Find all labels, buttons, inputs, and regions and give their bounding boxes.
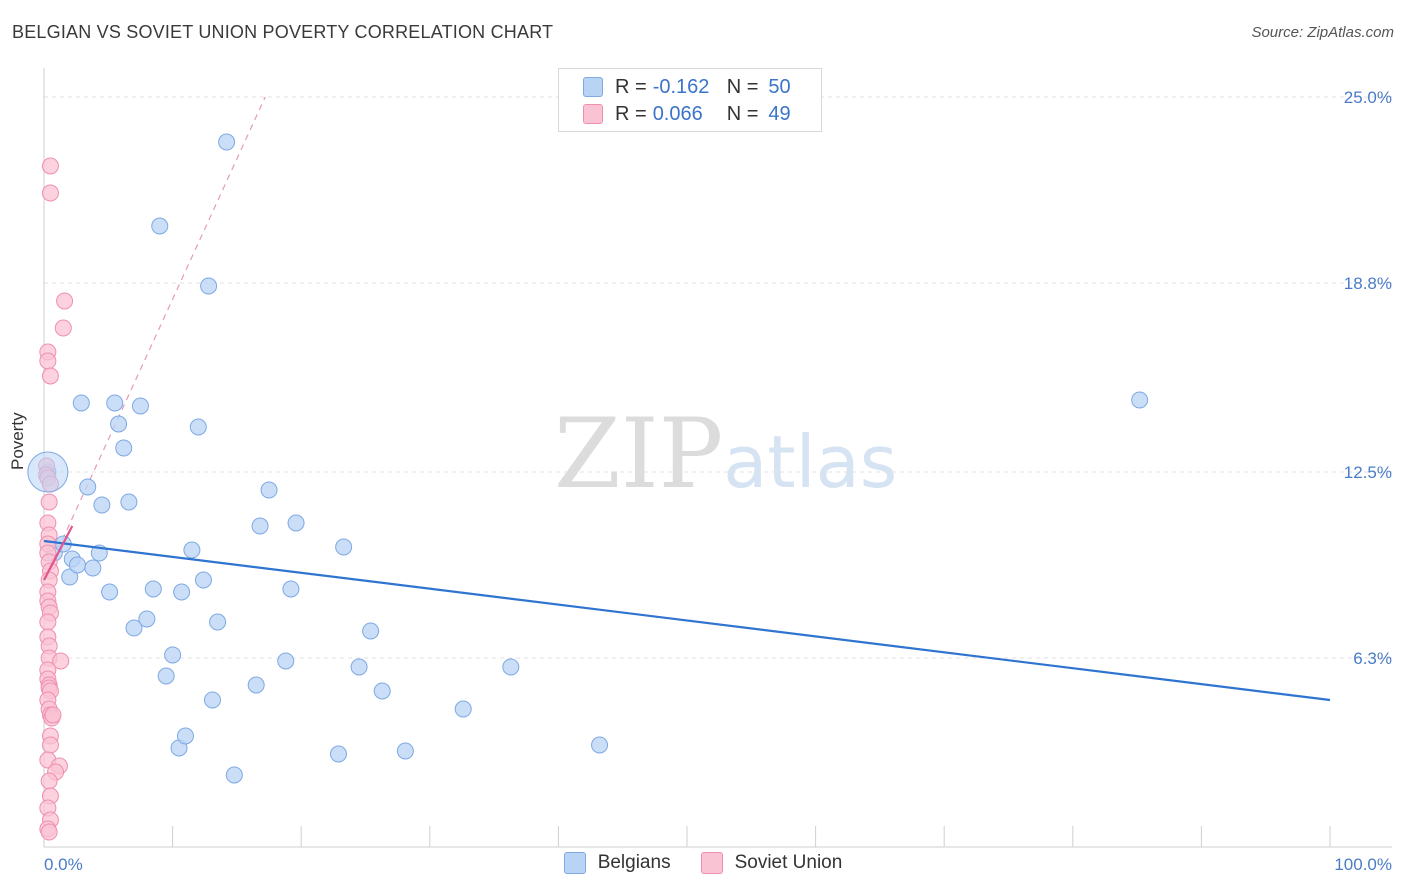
point-belgians [101,583,119,601]
point-belgians [144,580,162,598]
source-label: Source: ZipAtlas.com [1251,24,1394,41]
point-belgians [61,568,79,586]
point-belgians [189,418,207,436]
point-soviet-union [52,652,70,670]
point-belgians [115,439,133,457]
point-belgians [106,394,124,412]
legend-swatch-belgians [583,77,603,97]
point-belgians [335,538,353,556]
point-belgians [1131,391,1149,409]
point-belgians [125,619,143,637]
series-label-soviet-union: Soviet Union [734,852,843,873]
point-soviet-union [41,184,59,202]
point-belgians [209,613,227,631]
point-belgians [72,394,90,412]
point-soviet-union [41,736,59,754]
point-belgians [225,766,243,784]
legend-n-label: N = [726,75,759,98]
point-belgians [329,745,347,763]
series-swatch-soviet-union [700,852,723,874]
point-belgians [176,727,194,745]
y-tick-label: 18.8% [1344,274,1392,293]
point-belgians [157,667,175,685]
y-tick-label: 25.0% [1344,88,1392,107]
point-soviet-union [40,493,58,511]
x-tick-label-max: 100.0% [1334,855,1392,874]
legend-r-value: -0.162 [652,75,710,98]
point-belgians-large [27,451,69,493]
point-belgians [110,415,128,433]
legend-n-value: 49 [768,102,791,125]
point-belgians [251,517,269,535]
y-tick-label: 12.5% [1344,463,1392,482]
trend-line-belgians [43,539,1331,702]
chart-title: BELGIAN VS SOVIET UNION POVERTY CORRELAT… [12,22,554,42]
trend-line-soviet-union [43,525,74,581]
point-belgians [247,676,265,694]
watermark: ZIPatlas [554,398,897,510]
x-tick-label-min: 0.0% [44,855,83,874]
point-soviet-union [40,823,58,841]
point-belgians [277,652,295,670]
point-belgians [151,217,169,235]
point-belgians [93,496,111,514]
point-belgians [164,646,182,664]
series-legend: Belgians Soviet Union [0,852,1406,874]
point-belgians [396,742,414,760]
point-soviet-union [44,706,62,724]
point-belgians [282,580,300,598]
point-belgians [373,682,391,700]
point-belgians [173,583,191,601]
point-belgians [120,493,138,511]
point-belgians [203,691,221,709]
legend-swatch-soviet-union [583,104,603,124]
point-soviet-union [39,352,57,370]
series-legend-belgians: Belgians [563,852,671,874]
point-soviet-union [39,613,57,631]
legend-r-label: R = [615,75,647,98]
point-belgians [138,610,156,628]
legend-r-value: 0.066 [652,102,703,125]
legend: R = -0.162 N = 50 R = 0.066 N = 49 [558,68,822,132]
y-tick-label: 6.3% [1353,649,1392,668]
point-belgians [218,133,236,151]
point-soviet-union [40,772,58,790]
point-belgians [362,622,380,640]
point-belgians [502,658,520,676]
point-belgians [84,559,102,577]
point-belgians [68,556,86,574]
series-swatch-belgians [563,852,586,874]
watermark-zip: ZIP [554,398,724,510]
point-belgians [454,700,472,718]
point-belgians [131,397,149,415]
point-soviet-union [41,367,59,385]
point-belgians [194,571,212,589]
legend-n-value: 50 [768,75,791,98]
point-belgians [200,277,218,295]
legend-r-label: R = [615,102,647,125]
trend-extension-soviet-union [43,96,266,581]
point-belgians [183,541,201,559]
watermark-atlas: atlas [723,420,898,504]
point-belgians [350,658,368,676]
point-belgians [79,478,97,496]
point-belgians [287,514,305,532]
legend-n-label: N = [726,102,759,125]
point-belgians [591,736,609,754]
series-label-belgians: Belgians [597,852,671,873]
point-soviet-union [41,157,59,175]
point-belgians [260,481,278,499]
point-soviet-union [54,319,72,337]
legend-row-belgians: R = -0.162 N = 50 [583,75,791,99]
series-legend-soviet-union: Soviet Union [700,852,843,874]
legend-row-soviet-union: R = 0.066 N = 49 [583,102,791,126]
point-soviet-union [56,292,74,310]
